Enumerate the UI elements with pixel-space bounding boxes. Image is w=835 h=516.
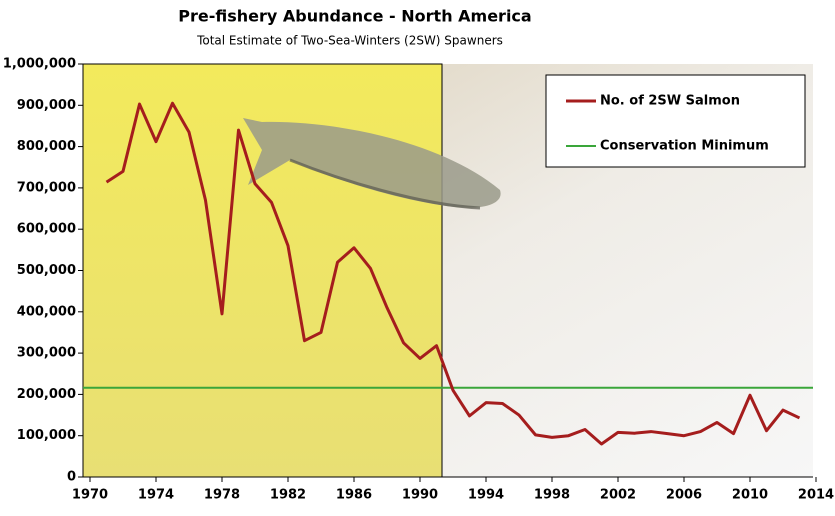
chart-subtitle: Total Estimate of Two-Sea-Winters (2SW) … bbox=[196, 34, 503, 48]
y-tick-label: 1,000,000 bbox=[3, 57, 76, 72]
y-tick-label: 700,000 bbox=[17, 180, 76, 195]
data-line bbox=[105, 101, 801, 446]
x-tick-label: 1986 bbox=[336, 488, 372, 503]
x-tick-label: 1994 bbox=[468, 488, 504, 503]
y-tick-label: 600,000 bbox=[17, 222, 76, 237]
y-tick-label: 900,000 bbox=[17, 98, 76, 113]
legend-box bbox=[545, 74, 806, 168]
x-tick-label: 1978 bbox=[204, 488, 240, 503]
y-tick-label: 300,000 bbox=[17, 346, 76, 361]
y-tick-label: 100,000 bbox=[17, 428, 76, 443]
legend-label: No. of 2SW Salmon bbox=[600, 94, 740, 109]
fish-illustration bbox=[243, 118, 501, 210]
y-tick-label: 0 bbox=[67, 470, 76, 485]
x-tick-label: 1970 bbox=[72, 488, 108, 503]
legend: No. of 2SW Salmon Conservation Minimum bbox=[545, 74, 806, 168]
x-tick-label: 1998 bbox=[534, 488, 570, 503]
x-tick-label: 1990 bbox=[402, 488, 438, 503]
x-tick-label: 1974 bbox=[138, 488, 174, 503]
x-tick-label: 1982 bbox=[270, 488, 306, 503]
x-tick-label: 2014 bbox=[798, 488, 834, 503]
y-tick-label: 400,000 bbox=[17, 304, 76, 319]
legend-label: Conservation Minimum bbox=[600, 139, 769, 154]
y-tick-label: 500,000 bbox=[17, 263, 76, 278]
x-tick-label: 2002 bbox=[600, 488, 636, 503]
x-tick-label: 2006 bbox=[666, 488, 702, 503]
y-tick-label: 800,000 bbox=[17, 139, 76, 154]
chart-title: Pre-fishery Abundance - North America bbox=[178, 7, 531, 26]
y-tick-label: 200,000 bbox=[17, 387, 76, 402]
x-tick-label: 2010 bbox=[732, 488, 768, 503]
